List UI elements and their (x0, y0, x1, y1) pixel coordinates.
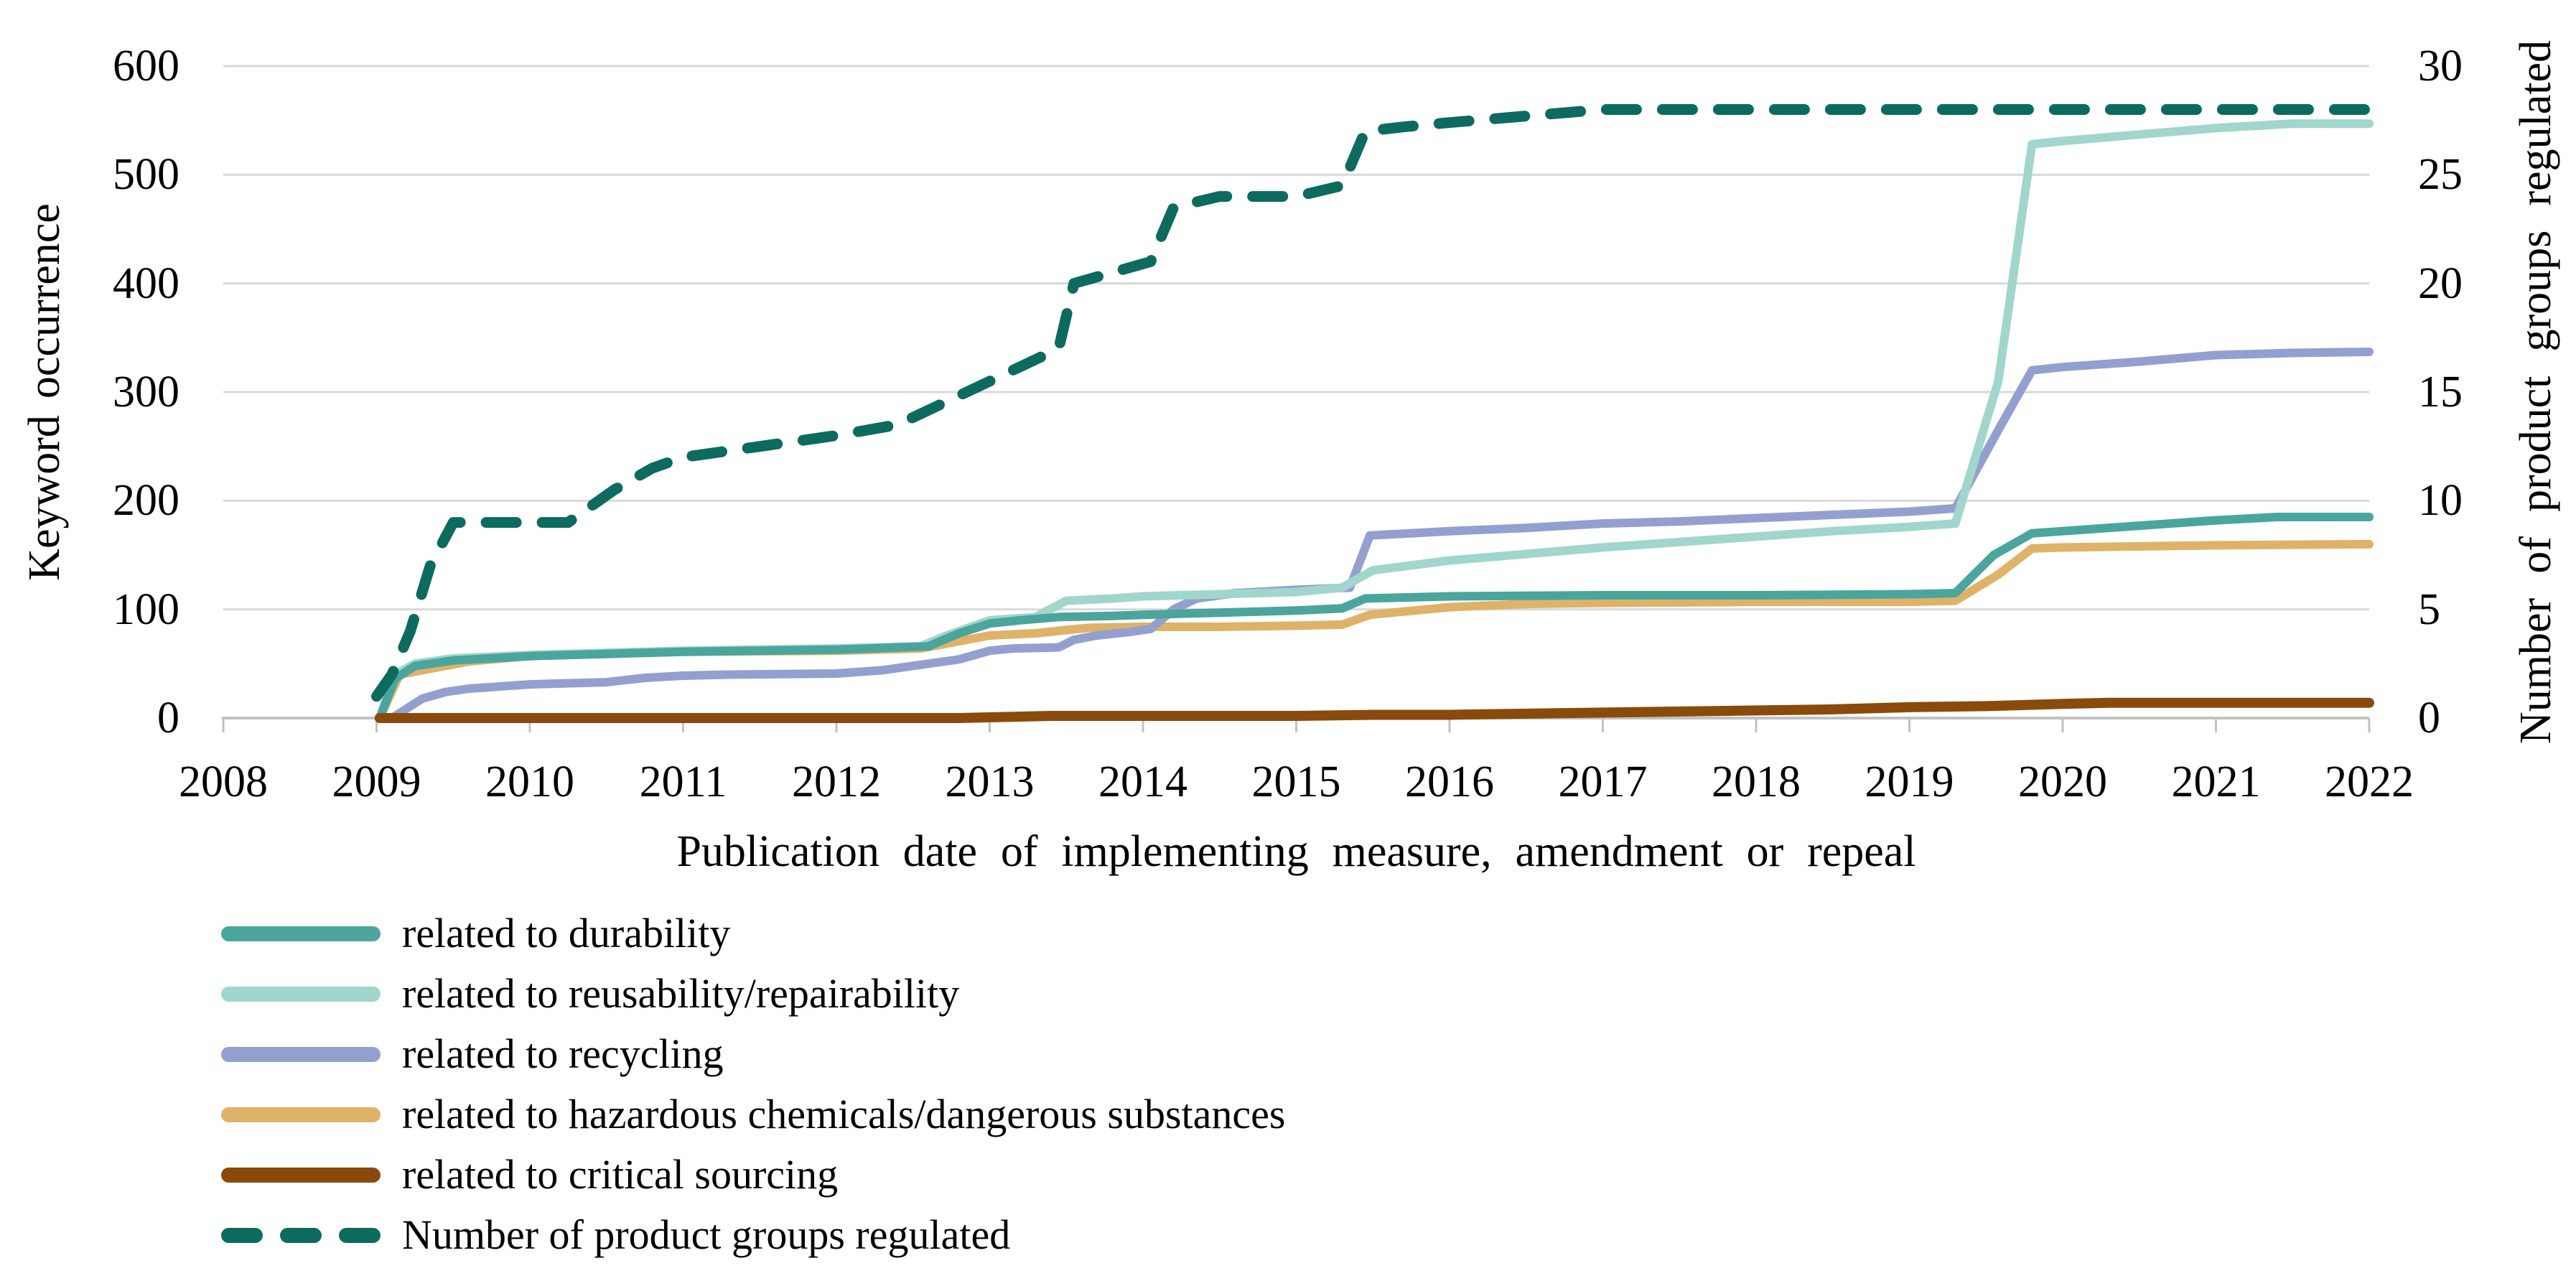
x-tick-2010: 2010 (485, 758, 574, 806)
x-tick-2012: 2012 (792, 758, 881, 806)
legend-item: related to hazardous chemicals/dangerous… (221, 1084, 1285, 1145)
legend-item: related to recycling (221, 1024, 724, 1084)
legend-item: related to critical sourcing (221, 1145, 838, 1205)
legend-dash-segment (280, 1227, 322, 1243)
legend-swatch-solid-line (221, 1167, 381, 1183)
x-tick-2011: 2011 (639, 758, 727, 806)
legend-swatch-solid-line (221, 926, 381, 941)
y-right-tick-10: 10 (2418, 476, 2463, 526)
y-left-tick-0: 0 (157, 694, 179, 742)
y-right-tick-5: 5 (2418, 584, 2440, 634)
legend-swatch-solid-line (221, 1046, 381, 1062)
y-left-tick-300: 300 (113, 368, 179, 416)
series-line-1 (375, 119, 2374, 722)
legend-swatch-dashed-line (221, 1227, 381, 1243)
legend-swatch-solid-line (221, 986, 381, 1002)
legend-item: Number of product groups regulated (221, 1205, 1010, 1265)
legend-item: related to durability (221, 903, 730, 964)
y-left-tick-600: 600 (113, 42, 179, 90)
legend-dash-segment (221, 1227, 263, 1243)
y-right-tick-30: 30 (2418, 42, 2463, 90)
y-left-tick-500: 500 (113, 150, 179, 200)
legend-label: related to recycling (402, 1030, 724, 1077)
y-axis-right-title: Number of product groups regulated (2511, 39, 2560, 745)
x-tick-2018: 2018 (1712, 758, 1801, 806)
x-tick-2019: 2019 (1865, 758, 1954, 806)
legend-swatch-solid-line (221, 1107, 381, 1122)
legend-label: Number of product groups regulated (402, 1211, 1011, 1258)
x-tick-2022: 2022 (2325, 758, 2414, 806)
series-line-4 (374, 697, 2374, 723)
y-left-tick-400: 400 (113, 258, 179, 308)
series-line-product-groups (371, 104, 2375, 702)
y-right-tick-20: 20 (2418, 258, 2463, 308)
y-left-tick-200: 200 (113, 476, 179, 526)
x-tick-2016: 2016 (1405, 758, 1494, 806)
legend-label: related to critical sourcing (402, 1151, 839, 1198)
series-line-0 (375, 513, 2374, 722)
legend-label: related to reusability/repairability (402, 970, 960, 1017)
y-axis-left-title: Keyword occurrence (20, 203, 69, 581)
x-tick-2013: 2013 (945, 758, 1035, 806)
x-tick-2020: 2020 (2018, 758, 2107, 806)
legend-item: related to reusability/repairability (221, 964, 959, 1024)
x-tick-2009: 2009 (332, 758, 421, 806)
x-tick-2017: 2017 (1558, 758, 1648, 806)
legend-label: related to hazardous chemicals/dangerous… (402, 1091, 1286, 1137)
y-right-tick-25: 25 (2418, 150, 2463, 200)
series-line-2 (387, 348, 2374, 722)
y-right-tick-15: 15 (2418, 368, 2463, 416)
legend-label: related to durability (402, 910, 731, 956)
x-tick-2014: 2014 (1098, 758, 1187, 806)
x-tick-2021: 2021 (2171, 758, 2261, 806)
y-right-tick-0: 0 (2418, 694, 2440, 742)
x-axis-title: Publication date of implementing measure… (676, 827, 1916, 876)
legend-dash-segment (339, 1227, 381, 1243)
y-left-tick-100: 100 (113, 584, 179, 634)
x-tick-2015: 2015 (1251, 758, 1341, 806)
x-tick-2008: 2008 (179, 758, 268, 806)
